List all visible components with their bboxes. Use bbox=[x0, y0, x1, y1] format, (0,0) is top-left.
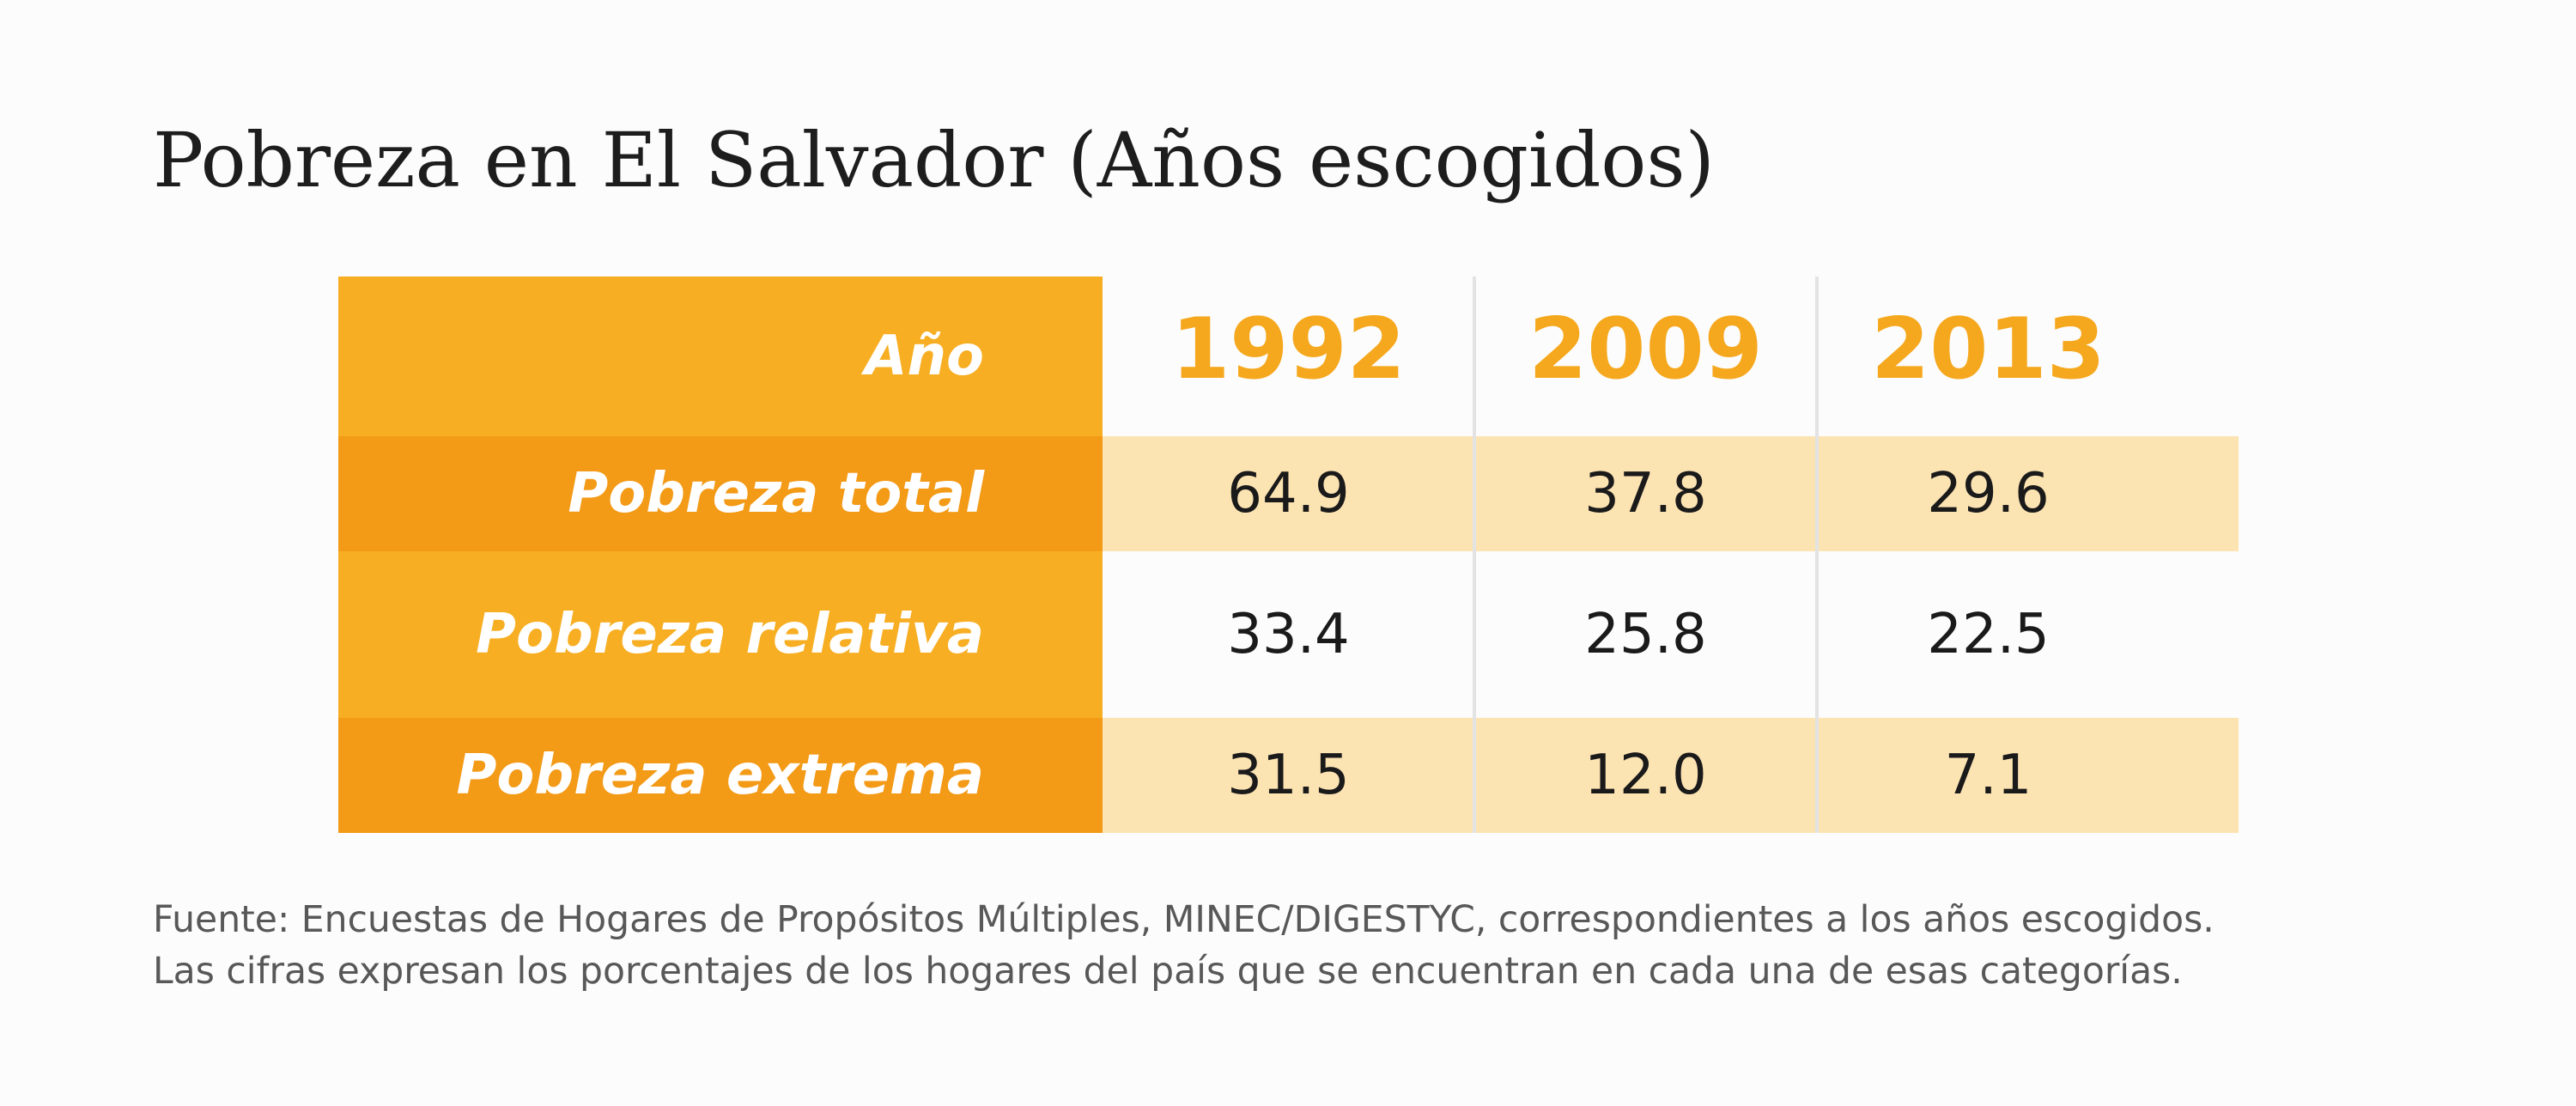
row-label-cell: Pobreza relativa bbox=[338, 551, 1103, 718]
row-band-pobreza-total bbox=[1103, 436, 2239, 551]
row-label-cell: Pobreza total bbox=[338, 436, 1103, 551]
year-header-2013: 2013 bbox=[1871, 301, 2105, 398]
table-cell: 33.4 bbox=[1227, 603, 1350, 666]
row-band-pobreza-extrema bbox=[1103, 718, 2239, 833]
year-header-2009: 2009 bbox=[1528, 301, 1763, 398]
header-label-cell: Año bbox=[338, 276, 1103, 436]
row-label-pobreza-relativa: Pobreza relativa bbox=[476, 603, 984, 666]
explanation-line: Las cifras expresan los porcentajes de l… bbox=[153, 951, 2183, 993]
source-line: Fuente: Encuestas de Hogares de Propósit… bbox=[153, 899, 2215, 941]
table-cell: 31.5 bbox=[1227, 744, 1350, 807]
poverty-table: Año 1992 2009 2013 Pobreza total 64.9 37… bbox=[338, 276, 2239, 833]
table-cell: 37.8 bbox=[1584, 462, 1707, 526]
row-label-pobreza-extrema: Pobreza extrema bbox=[456, 744, 985, 807]
row-label-pobreza-total: Pobreza total bbox=[568, 462, 984, 526]
table-cell: 64.9 bbox=[1227, 462, 1350, 526]
header-label: Año bbox=[864, 325, 984, 388]
table-cell: 25.8 bbox=[1584, 603, 1707, 666]
year-header-1992: 1992 bbox=[1171, 301, 1406, 398]
column-divider bbox=[1815, 276, 1819, 833]
source-note: Fuente: Encuestas de Hogares de Propósit… bbox=[153, 895, 2215, 998]
table-cell: 22.5 bbox=[1927, 603, 2050, 666]
chart-title: Pobreza en El Salvador (Años escogidos) bbox=[153, 116, 1715, 204]
row-label-cell: Pobreza extrema bbox=[338, 718, 1103, 833]
column-divider bbox=[1473, 276, 1476, 833]
table-cell: 12.0 bbox=[1584, 744, 1707, 807]
table-cell: 7.1 bbox=[1944, 744, 2032, 807]
table-cell: 29.6 bbox=[1927, 462, 2050, 526]
